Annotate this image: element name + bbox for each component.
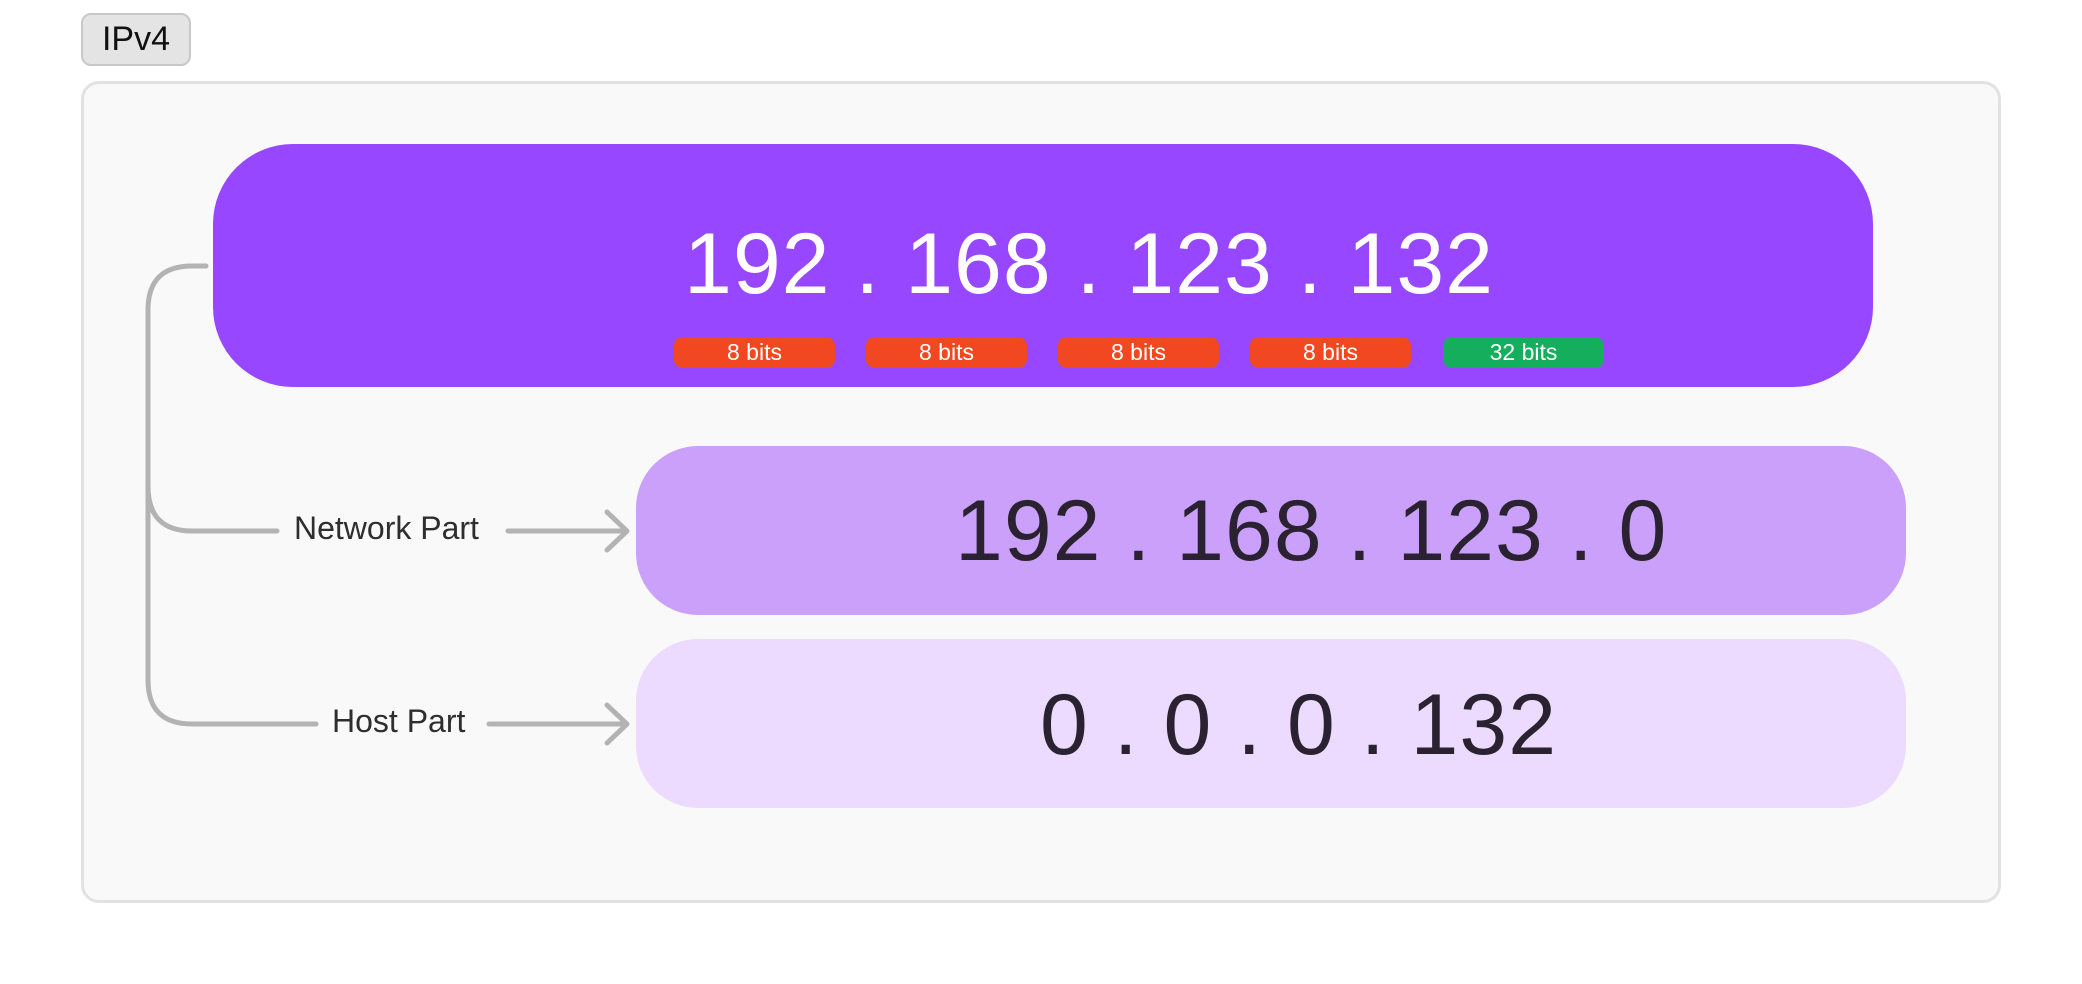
- network-part-box: [636, 446, 1906, 615]
- host-part-box: [636, 639, 1906, 808]
- octet-2-bits-badge: 8 bits: [866, 337, 1027, 368]
- host-part-address: 0 . 0 . 0 . 132: [1040, 677, 1558, 773]
- host-part-label: Host Part: [328, 703, 470, 740]
- total-bits-badge: 32 bits: [1443, 337, 1604, 368]
- octet-3-bits-badge: 8 bits: [1058, 337, 1219, 368]
- ipv4-tag: IPv4: [81, 13, 191, 66]
- octet-1-bits-badge: 8 bits: [674, 337, 835, 368]
- octet-4-bits-badge: 8 bits: [1250, 337, 1411, 368]
- network-arrowhead-icon: [604, 509, 630, 553]
- network-part-label: Network Part: [290, 510, 483, 547]
- network-part-address: 192 . 168 . 123 . 0: [955, 483, 1668, 579]
- full-ip-address: 192 . 168 . 123 . 132: [684, 216, 1494, 312]
- connector-network-branch: [145, 483, 280, 534]
- host-arrowhead-icon: [604, 702, 630, 746]
